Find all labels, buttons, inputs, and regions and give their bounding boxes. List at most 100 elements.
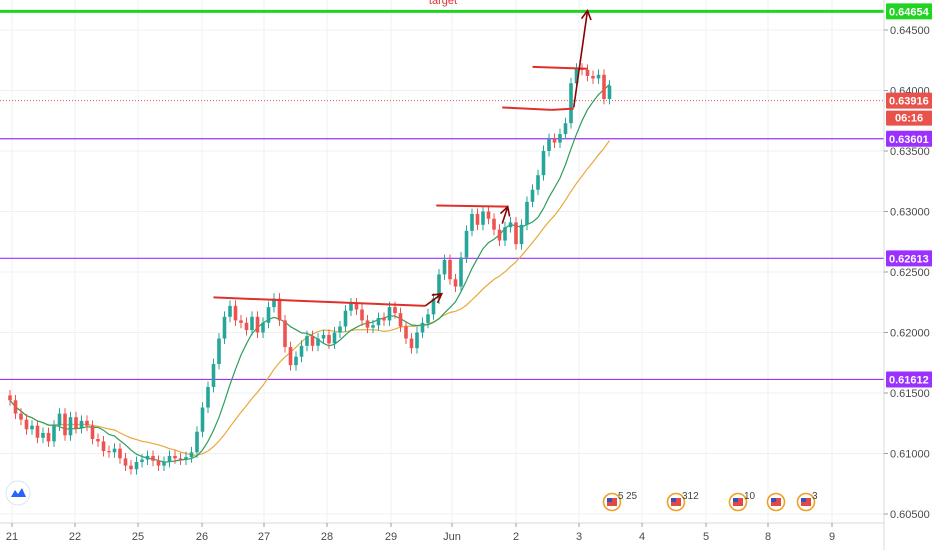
candle-body — [321, 334, 326, 339]
candle-body — [492, 218, 496, 230]
candle-body — [63, 413, 67, 436]
time-tick-label: 26 — [196, 531, 208, 543]
economic-event-flag-icon[interactable] — [766, 492, 786, 512]
candle-body — [57, 413, 62, 426]
economic-events[interactable]: 5 25 312 10 3 — [602, 491, 819, 512]
candle-body — [277, 298, 282, 321]
candle-body — [74, 417, 78, 429]
time-tick-label: 4 — [639, 531, 645, 543]
trend-line[interactable] — [532, 65, 588, 70]
candle-body — [112, 448, 117, 453]
candle-body — [558, 134, 562, 143]
candle-body — [591, 75, 595, 79]
candle-body — [398, 313, 403, 327]
candle-body — [464, 230, 469, 258]
arrow-shaft[interactable] — [424, 293, 443, 307]
economic-event-flag-icon[interactable]: 312 — [666, 491, 700, 512]
candle-body — [96, 438, 100, 442]
candle-body — [19, 413, 23, 420]
candle-body — [530, 189, 535, 202]
price-tick-label: 0.62500 — [890, 267, 930, 279]
event-flag-canton — [671, 498, 676, 502]
candle-body — [239, 320, 243, 323]
candle-body — [299, 345, 304, 357]
time-tick-label: 3 — [576, 531, 582, 543]
level-price-badge-text: 0.61612 — [889, 374, 929, 386]
candle-body — [24, 419, 29, 430]
candle-body — [90, 425, 95, 439]
time-tick-label: 9 — [829, 531, 835, 543]
candle-body — [574, 68, 579, 84]
candle-body — [547, 138, 551, 151]
countdown-badge — [886, 110, 932, 126]
candle-body — [316, 338, 320, 346]
candle-body — [475, 213, 480, 225]
level-price-badge[interactable] — [886, 371, 932, 388]
candle-body — [184, 457, 188, 460]
candle-body — [459, 257, 463, 287]
candle-body — [189, 452, 194, 458]
candle-body — [123, 458, 128, 466]
candle-body — [431, 298, 436, 315]
arrow-shaft[interactable] — [501, 206, 509, 224]
level-price-badge[interactable] — [886, 3, 932, 20]
candle-body — [404, 326, 408, 339]
candle-body — [250, 316, 254, 331]
level-price-badge[interactable] — [886, 250, 932, 267]
candle-body — [354, 303, 359, 310]
candle-body — [145, 455, 150, 460]
candle-body — [156, 460, 161, 466]
candle-body — [371, 325, 375, 328]
candle-body — [563, 123, 568, 135]
price-tick-label: 0.60500 — [890, 509, 930, 521]
trend-line[interactable] — [436, 204, 508, 208]
current-price-badge[interactable] — [886, 92, 932, 109]
candle-body — [294, 356, 298, 366]
arrow-head-icon[interactable] — [431, 292, 444, 304]
event-flag-canton — [801, 498, 806, 502]
candle-body — [288, 347, 293, 366]
candle-body — [151, 455, 155, 461]
economic-event-flag-icon[interactable]: 10 — [728, 491, 756, 512]
candle-body — [382, 317, 386, 321]
candle-body — [134, 461, 139, 470]
event-count: 5 — [618, 491, 624, 502]
drawing-annotations[interactable] — [213, 8, 592, 307]
candle-body — [206, 386, 210, 408]
time-tick-label: 25 — [132, 531, 144, 543]
trend-line[interactable] — [551, 107, 574, 111]
arrow-head-icon[interactable] — [499, 205, 511, 217]
candle-body — [448, 259, 452, 280]
candle-body — [437, 274, 441, 299]
economic-event-flag-icon[interactable]: 3 — [796, 491, 819, 512]
candle-body — [497, 229, 502, 241]
candle-body — [35, 425, 40, 438]
arrow-shaft[interactable] — [572, 10, 589, 108]
candle-body — [195, 431, 199, 453]
candle-body — [228, 305, 232, 317]
trend-line[interactable] — [213, 296, 426, 307]
candle-body — [200, 407, 205, 432]
price-tick-label: 0.63000 — [890, 207, 930, 219]
level-price-badge[interactable] — [886, 130, 932, 147]
price-tick-label: 0.64500 — [890, 25, 930, 37]
arrow-head-icon[interactable] — [580, 8, 592, 21]
time-tick-label: 22 — [69, 531, 81, 543]
candle-body — [360, 309, 364, 321]
candle-body — [552, 138, 557, 143]
trend-line[interactable] — [502, 106, 552, 111]
price-tick-label: 0.62000 — [890, 328, 930, 340]
candle-body — [272, 298, 276, 308]
time-axis[interactable]: 21 22 25 26 27 28 29 Jun 2 3 4 5 8 9 — [6, 523, 835, 543]
candle-body — [178, 458, 183, 460]
tradingview-logo-icon[interactable] — [5, 480, 31, 506]
candle-body — [607, 85, 612, 99]
candle-body — [420, 322, 425, 333]
candle-body — [349, 303, 353, 311]
support-resistance-levels[interactable] — [0, 9, 884, 381]
time-tick-label: 2 — [513, 531, 519, 543]
time-tick-label: 5 — [703, 531, 709, 543]
economic-event-flag-icon[interactable]: 5 25 — [602, 491, 638, 512]
